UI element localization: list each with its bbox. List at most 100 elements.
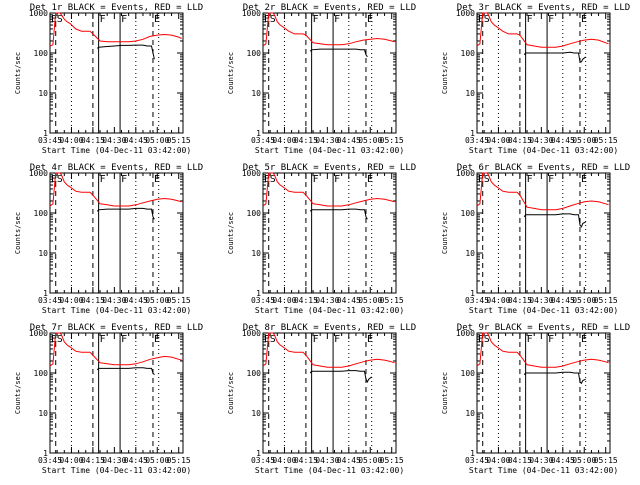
chart-panel-1: Det 1r BLACK = Events, RED = LLD 1 10 100 10… (14, 3, 203, 155)
x-tick-label: 04:00 (486, 456, 510, 465)
chart-panel-8: Det 8r BLACK = Events, RED = LLD 1 10 100 10… (227, 323, 416, 475)
interval-marker-label: S (57, 334, 63, 345)
y-tick-label: 100 (247, 209, 262, 218)
y-tick-label: 10 (38, 89, 48, 98)
x-axis-label: Start Time (04-Dec-11 03:42:00) (469, 306, 618, 315)
plot-frame (49, 172, 184, 294)
y-tick-label: 10 (251, 89, 261, 98)
chart-panel-2: Det 2r BLACK = Events, RED = LLD 1 10 100 10… (227, 3, 416, 155)
x-tick-label: 05:00 (358, 136, 382, 145)
interval-marker-label: E (51, 14, 57, 25)
y-tick-label: 1 (256, 129, 261, 138)
x-tick-label: 04:45 (551, 296, 575, 305)
x-tick-label: 04:30 (102, 296, 126, 305)
interval-marker-label: E (264, 174, 270, 185)
y-tick-label: 10 (38, 249, 48, 258)
y-tick-label: 10 (251, 409, 261, 418)
chart-title: Det 6r BLACK = Events, RED = LLD (457, 163, 630, 173)
plot-frame (476, 332, 611, 454)
y-tick-label: 100 (34, 369, 49, 378)
chart-title: Det 2r BLACK = Events, RED = LLD (243, 3, 416, 13)
x-tick-label: 04:30 (315, 456, 339, 465)
x-tick-label: 04:45 (124, 456, 148, 465)
x-tick-label: 04:30 (102, 456, 126, 465)
y-axis-label: Counts/sec (227, 372, 235, 414)
x-axis-label: Start Time (04-Dec-11 03:42:00) (42, 466, 191, 475)
events-series-line (309, 208, 368, 220)
interval-marker-label: E (264, 14, 270, 25)
x-tick-label: 03:45 (251, 136, 275, 145)
chart-panel-4: Det 4r BLACK = Events, RED = LLD 1 10 100 10… (14, 163, 203, 315)
y-axis-label: Counts/sec (441, 212, 449, 254)
y-axis-label: Counts/sec (14, 52, 22, 94)
plot-frame (262, 172, 397, 294)
x-tick-label: 03:45 (251, 456, 275, 465)
chart-panel-3: Det 3r BLACK = Events, RED = LLD 1 10 100 10… (441, 3, 630, 155)
interval-marker-label: F (527, 14, 533, 25)
interval-marker-label: F (313, 14, 319, 25)
lld-series-line (262, 172, 395, 207)
x-tick-label: 03:45 (38, 136, 62, 145)
x-tick-label: 05:15 (594, 456, 618, 465)
chart-panel-5: Det 5r BLACK = Events, RED = LLD 1 10 100 10… (227, 163, 416, 315)
x-tick-label: 05:15 (167, 456, 191, 465)
x-tick-label: 04:45 (124, 136, 148, 145)
interval-marker-label: E (264, 334, 270, 345)
x-tick-label: 03:45 (465, 296, 489, 305)
x-tick-label: 05:00 (145, 296, 169, 305)
lld-series-line (476, 12, 609, 48)
y-tick-label: 1000 (456, 169, 475, 178)
events-series-line (96, 207, 155, 220)
interval-marker-label: F (100, 14, 106, 25)
chart-panel-9: Det 9r BLACK = Events, RED = LLD 1 10 100 10… (441, 323, 630, 475)
x-tick-label: 05:00 (358, 296, 382, 305)
events-series-line (523, 371, 586, 385)
y-axis-label: Counts/sec (14, 372, 22, 414)
y-tick-label: 1000 (456, 9, 475, 18)
x-tick-label: 04:45 (124, 296, 148, 305)
interval-marker-label: E (154, 334, 160, 345)
y-tick-label: 100 (461, 209, 476, 218)
y-tick-label: 100 (247, 49, 262, 58)
chart-panel-7: Det 7r BLACK = Events, RED = LLD 1 10 100 10… (14, 323, 203, 475)
lld-series-line (262, 12, 395, 47)
plot-frame (49, 12, 184, 134)
y-tick-label: 1 (470, 129, 475, 138)
interval-marker-label: E (51, 334, 57, 345)
interval-marker-label: E (581, 334, 587, 345)
x-tick-label: 04:00 (59, 136, 83, 145)
y-tick-label: 10 (465, 89, 475, 98)
events-series-line (309, 48, 368, 58)
interval-marker-label: E (478, 14, 484, 25)
y-axis-label: Counts/sec (14, 212, 22, 254)
chart-title: Det 8r BLACK = Events, RED = LLD (243, 323, 416, 333)
interval-marker-label: F (100, 334, 106, 345)
chart-title: Det 3r BLACK = Events, RED = LLD (457, 3, 630, 13)
y-axis-label: Counts/sec (227, 212, 235, 254)
interval-marker-label: E (581, 14, 587, 25)
x-tick-label: 04:00 (59, 296, 83, 305)
y-tick-label: 1 (256, 449, 261, 458)
chart-title: Det 1r BLACK = Events, RED = LLD (30, 3, 203, 13)
y-tick-label: 100 (461, 369, 476, 378)
x-tick-label: 04:15 (508, 296, 532, 305)
y-tick-label: 1000 (242, 9, 261, 18)
x-tick-label: 05:00 (572, 296, 596, 305)
x-tick-label: 04:30 (529, 456, 553, 465)
plot-frame (49, 332, 184, 454)
x-axis-label: Start Time (04-Dec-11 03:42:00) (255, 306, 404, 315)
events-series-line (309, 370, 373, 383)
interval-marker-label: S (57, 174, 63, 185)
x-tick-label: 04:30 (529, 296, 553, 305)
events-series-line (523, 213, 586, 228)
y-tick-label: 100 (34, 209, 49, 218)
x-tick-label: 04:30 (102, 136, 126, 145)
chart-title: Det 9r BLACK = Events, RED = LLD (457, 323, 630, 333)
y-tick-label: 1 (43, 449, 48, 458)
interval-marker-label: F (548, 334, 554, 345)
interval-marker-label: S (270, 334, 276, 345)
y-axis-label: Counts/sec (441, 52, 449, 94)
lld-series-line (49, 172, 182, 207)
